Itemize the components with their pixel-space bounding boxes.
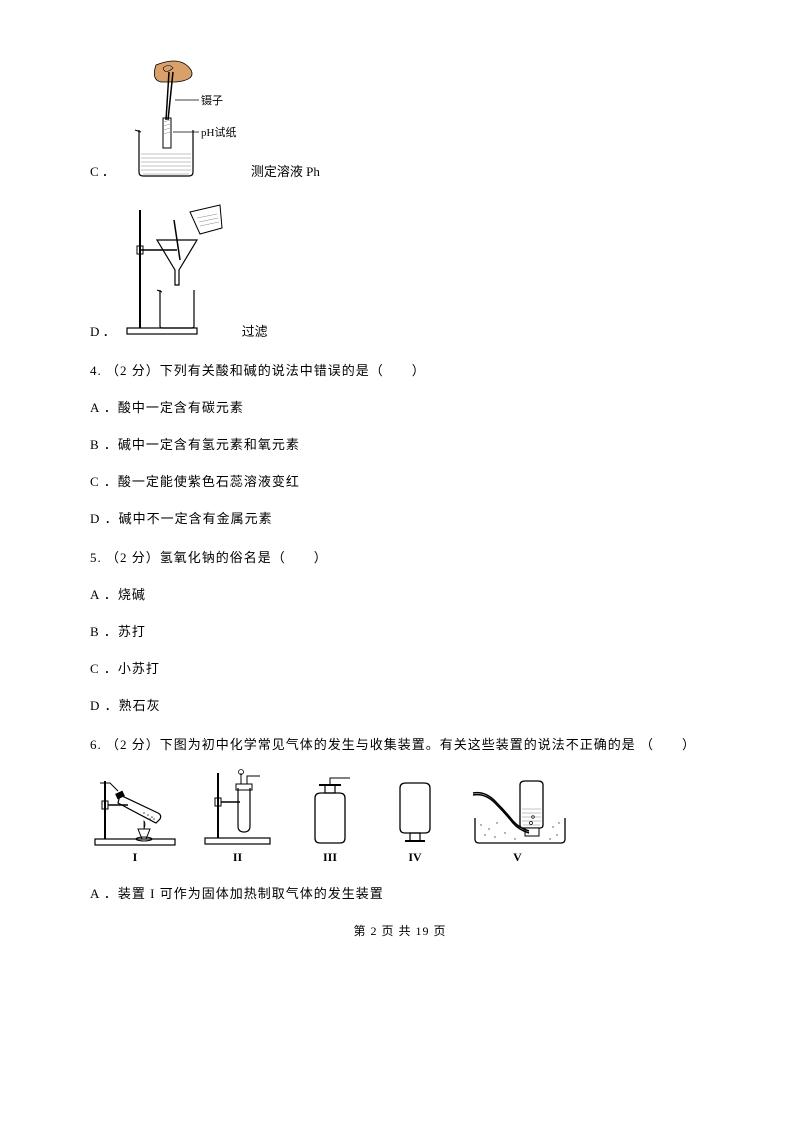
option-d-prefix: D ．	[90, 321, 116, 340]
q6-devices-row: I II	[90, 768, 710, 865]
q5-option-b: B ．苏打	[90, 621, 710, 640]
q4-option-d: D ．碱中不一定含有金属元素	[90, 508, 710, 527]
device-3: III	[295, 773, 365, 865]
q6-stem: 6. （2 分）下图为初中化学常见气体的发生与收集装置。有关这些装置的说法不正确…	[90, 734, 710, 753]
device-1-label: I	[133, 850, 138, 865]
q5-stem: 5. （2 分）氢氧化钠的俗名是（ ）	[90, 547, 710, 566]
q5-option-a: A ．烧碱	[90, 584, 710, 603]
option-d-suffix: 过滤	[242, 321, 268, 340]
q4-option-b: B ．碱中一定含有氢元素和氧元素	[90, 434, 710, 453]
device-5: V	[465, 773, 570, 865]
tweezer-label: 镊子	[201, 94, 223, 107]
q4-stem: 4. （2 分）下列有关酸和碱的说法中错误的是（ ）	[90, 360, 710, 379]
device-3-label: III	[323, 850, 337, 865]
device-4: IV	[385, 773, 445, 865]
q4-option-a: A ．酸中一定含有碳元素	[90, 397, 710, 416]
page-footer: 第 2 页 共 19 页	[90, 922, 710, 939]
filtration-diagram	[122, 200, 232, 340]
option-d-row: D ． 过滤	[90, 200, 710, 340]
page-body: C ． 镊子 pH试纸	[0, 0, 800, 959]
device-1: I	[90, 773, 180, 865]
q6-option-a: A ．装置 I 可作为固体加热制取气体的发生装置	[90, 883, 710, 902]
device-5-label: V	[513, 850, 522, 865]
option-c-suffix: 测定溶液 Ph	[251, 161, 320, 180]
q5-option-c: C ．小苏打	[90, 658, 710, 677]
device-2-label: II	[233, 850, 242, 865]
q4-option-c: C ．酸一定能使紫色石蕊溶液变红	[90, 471, 710, 490]
q5-option-d: D ．熟石灰	[90, 695, 710, 714]
option-c-prefix: C ．	[90, 161, 115, 180]
device-4-label: IV	[408, 850, 421, 865]
ph-paper-label: pH试纸	[201, 126, 236, 139]
option-c-row: C ． 镊子 pH试纸	[90, 60, 710, 180]
device-2: II	[200, 768, 275, 865]
ph-test-diagram: 镊子 pH试纸	[121, 60, 241, 180]
